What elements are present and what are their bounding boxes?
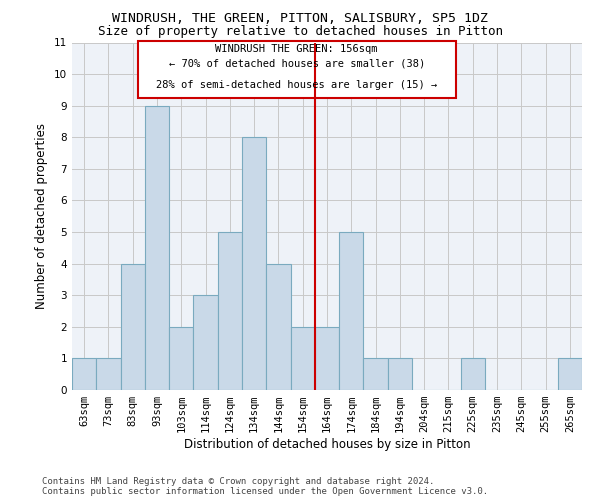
Bar [364,358,388,390]
Bar [339,232,364,390]
FancyBboxPatch shape [137,41,456,98]
Text: WINDRUSH THE GREEN: 156sqm: WINDRUSH THE GREEN: 156sqm [215,44,378,54]
Text: Size of property relative to detached houses in Pitton: Size of property relative to detached ho… [97,25,503,38]
Bar [169,327,193,390]
Bar [315,327,339,390]
Text: 28% of semi-detached houses are larger (15) →: 28% of semi-detached houses are larger (… [156,80,437,90]
Bar [290,327,315,390]
Bar [121,264,145,390]
Y-axis label: Number of detached properties: Number of detached properties [35,123,49,309]
Bar [72,358,96,390]
Bar [558,358,582,390]
X-axis label: Distribution of detached houses by size in Pitton: Distribution of detached houses by size … [184,438,470,451]
Bar [96,358,121,390]
Bar [242,138,266,390]
Text: Contains public sector information licensed under the Open Government Licence v3: Contains public sector information licen… [42,487,488,496]
Bar [388,358,412,390]
Bar [218,232,242,390]
Bar [266,264,290,390]
Text: ← 70% of detached houses are smaller (38): ← 70% of detached houses are smaller (38… [169,59,425,69]
Bar [145,106,169,390]
Text: Contains HM Land Registry data © Crown copyright and database right 2024.: Contains HM Land Registry data © Crown c… [42,477,434,486]
Text: WINDRUSH, THE GREEN, PITTON, SALISBURY, SP5 1DZ: WINDRUSH, THE GREEN, PITTON, SALISBURY, … [112,12,488,26]
Bar [193,295,218,390]
Bar [461,358,485,390]
